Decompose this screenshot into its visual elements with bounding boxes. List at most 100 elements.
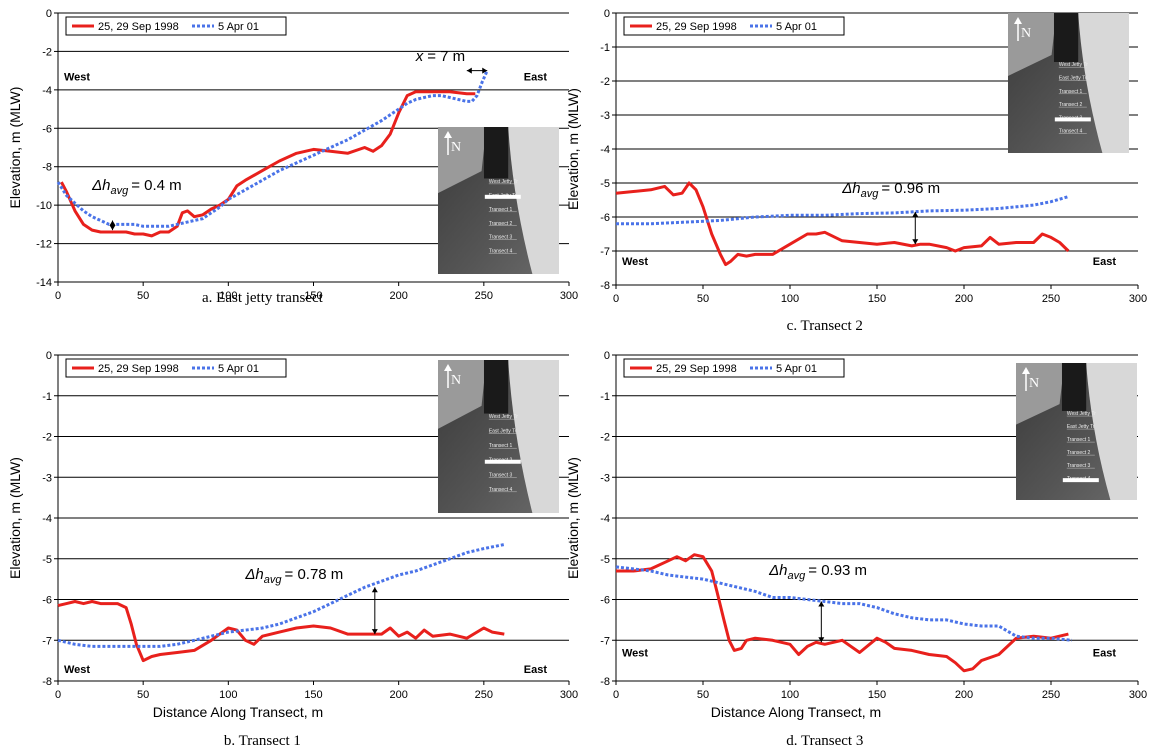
inset-active-transect <box>484 194 521 199</box>
east-label: East <box>1093 256 1117 268</box>
x-tick-label: 100 <box>781 689 799 701</box>
x-tick-label: 200 <box>955 689 973 701</box>
north-label: N <box>1021 26 1031 41</box>
offset-annotation: x = 7 m <box>415 48 465 65</box>
x-tick-label: 50 <box>697 689 709 701</box>
y-tick-label: -2 <box>600 432 610 444</box>
y-tick-label: -5 <box>600 554 610 566</box>
delta-arrowhead-top <box>912 211 919 217</box>
legend: 25, 29 Sep 1998 5 Apr 01 <box>623 358 845 378</box>
y-tick-label: -14 <box>36 277 52 289</box>
inset-transect-label: West Jetty Tr <box>489 414 518 420</box>
y-tick-label: -10 <box>36 200 52 212</box>
west-label: West <box>64 71 90 83</box>
legend-entry: 25, 29 Sep 1998 <box>656 363 737 375</box>
north-arrow-head <box>444 131 452 138</box>
y-tick-label: -6 <box>42 595 52 607</box>
y-tick-label: -7 <box>600 635 610 647</box>
inset-transect-label: Transect 2 <box>1067 450 1091 456</box>
inset-land-east <box>1078 13 1129 153</box>
panel-d: -8 -7 -6 -5 -4 -3 -2 -1 0 0 50 100 150 200 250 300 Eleva… <box>565 350 1147 749</box>
y-axis-label: Elevation, m (MLW) <box>7 457 23 579</box>
x-axis-label: Distance Along Transect, m <box>711 704 881 720</box>
panel-caption: b. Transect 1 <box>224 733 301 749</box>
x-tick-label: 150 <box>868 689 886 701</box>
y-tick-label: -6 <box>600 595 610 607</box>
x-tick-label: 300 <box>560 689 578 701</box>
y-tick-label: -12 <box>36 239 52 251</box>
x-tick-label: 150 <box>304 290 322 302</box>
x-tick-label: 200 <box>389 689 407 701</box>
x-tick-label: 200 <box>389 290 407 302</box>
y-tick-label: -4 <box>42 85 52 97</box>
inset-transect-label: Transect 1 <box>489 207 513 213</box>
delta-value: = 0.4 m <box>131 177 181 194</box>
inset-land-east <box>508 360 559 513</box>
panel-caption: d. Transect 3 <box>786 733 863 749</box>
delta-symbol: Δh <box>244 566 263 583</box>
delta-subscript: avg <box>110 185 129 197</box>
inset-transect-label: Transect 4 <box>1059 129 1083 135</box>
x-tick-label: 150 <box>868 293 886 305</box>
inset-transect-label: West Jetty Tr <box>1059 62 1088 68</box>
legend: 25, 29 Sep 1998 5 Apr 01 <box>65 16 287 36</box>
y-tick-label: -8 <box>600 676 610 688</box>
x-tick-label: 300 <box>1129 293 1147 305</box>
east-label: East <box>1093 647 1117 659</box>
y-tick-label: -4 <box>42 513 52 525</box>
y-tick-label: -1 <box>600 391 610 403</box>
inset-transect-label: West Jetty Tr <box>489 179 518 185</box>
x-tick-label: 250 <box>475 689 493 701</box>
x-tick-label: 300 <box>1129 689 1147 701</box>
delta-value: = 0.78 m <box>285 566 344 583</box>
series-line-1998 <box>616 553 1069 673</box>
y-tick-label: -6 <box>42 123 52 135</box>
y-tick-label: 0 <box>46 350 52 362</box>
series-line-1998 <box>57 600 505 663</box>
north-arrow-head <box>1014 17 1022 24</box>
inset-land-east <box>508 127 559 274</box>
west-label: West <box>622 647 648 659</box>
inset-transect-label: East Jetty Tr <box>1059 76 1087 82</box>
y-tick-label: -4 <box>600 144 610 156</box>
inset-transect-label: East Jetty Tr <box>1067 424 1095 430</box>
north-label: N <box>1029 376 1039 391</box>
inset-transect-label: Transect 3 <box>1067 463 1091 469</box>
delta-arrowhead-top <box>109 220 116 226</box>
inset-land-west <box>438 360 487 429</box>
panel-b: -8 -7 -6 -5 -4 -3 -2 -1 0 0 50 100 150 200 250 300 Eleva… <box>7 350 578 749</box>
offset-arrowhead-right <box>482 67 488 74</box>
legend-entry: 5 Apr 01 <box>776 363 817 375</box>
y-axis-label: Elevation, m (MLW) <box>565 88 581 210</box>
y-tick-label: -5 <box>42 554 52 566</box>
legend-box <box>623 16 845 36</box>
y-tick-label: 0 <box>604 8 610 20</box>
delta-annotation: Δhavg = 0.4 m <box>91 177 182 197</box>
inset-active-transect <box>1054 117 1091 122</box>
east-label: East <box>524 664 548 676</box>
y-tick-label: 0 <box>46 8 52 20</box>
inset-transect-label: Transect 1 <box>1067 437 1091 443</box>
inset-transect-label: West Jetty Tr <box>1067 411 1096 417</box>
inset-active-transect <box>484 459 521 464</box>
delta-subscript: avg <box>788 570 807 582</box>
inset-transect-label: Transect 1 <box>1059 89 1083 95</box>
x-tick-label: 200 <box>955 293 973 305</box>
delta-annotation: Δhavg = 0.96 m <box>841 180 940 200</box>
y-axis-label: Elevation, m (MLW) <box>7 87 23 209</box>
delta-arrowhead-top <box>371 587 378 593</box>
legend-entry: 25, 29 Sep 1998 <box>98 21 179 33</box>
delta-annotation: Δhavg = 0.93 m <box>768 562 867 582</box>
inset-channel <box>483 127 509 179</box>
y-tick-label: -2 <box>42 432 52 444</box>
series-line-2001 <box>56 69 489 228</box>
delta-symbol: Δh <box>91 177 110 194</box>
delta-arrowhead-bottom <box>371 629 378 635</box>
x-tick-label: 0 <box>55 290 61 302</box>
x-tick-label: 50 <box>697 293 709 305</box>
x-tick-label: 100 <box>781 293 799 305</box>
inset-land-east <box>1086 363 1137 500</box>
north-arrow-head <box>444 364 452 371</box>
